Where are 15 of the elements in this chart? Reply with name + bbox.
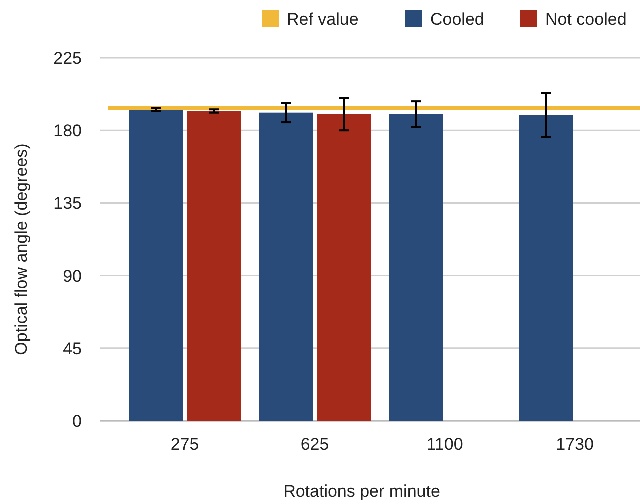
x-tick-label: 1730 xyxy=(556,435,594,454)
y-axis-title: Optical flow angle (degrees) xyxy=(12,144,31,356)
y-tick-label: 225 xyxy=(54,48,82,68)
legend-label: Not cooled xyxy=(546,10,627,29)
y-tick-label: 135 xyxy=(54,194,82,214)
x-axis-title: Rotations per minute xyxy=(284,482,440,501)
x-tick-label: 1100 xyxy=(426,435,464,454)
legend-label: Ref value xyxy=(287,10,359,29)
x-tick-label: 275 xyxy=(170,435,200,454)
y-tick-label: 180 xyxy=(54,122,82,141)
y-tick-label: 45 xyxy=(63,339,82,358)
x-tick-label: 625 xyxy=(300,435,330,454)
legend-label: Cooled xyxy=(430,10,484,29)
y-tick-label: 90 xyxy=(63,266,82,286)
y-tick-label: 0 xyxy=(72,412,82,431)
